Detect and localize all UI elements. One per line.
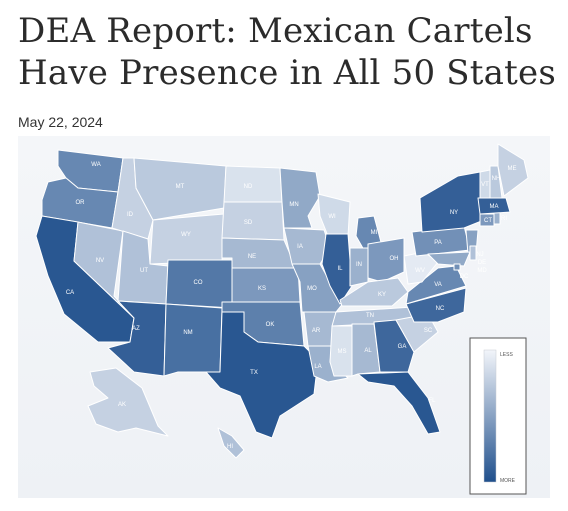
state-oh — [367, 237, 405, 283]
label-va: VA — [434, 282, 442, 288]
legend-bottom-label: MORE — [500, 478, 516, 484]
label-md: MD — [477, 268, 487, 274]
label-in: IN — [356, 262, 362, 268]
label-nh: NH — [492, 176, 501, 182]
headline-line-1: DEA Report: Mexican Cartels — [18, 11, 533, 51]
label-al: AL — [364, 348, 372, 354]
state-labels: WA OR CA NV ID MT WY UT AZ CO NM ND SD N… — [66, 162, 517, 450]
label-or: OR — [76, 200, 86, 206]
label-ut: UT — [140, 268, 148, 274]
state-mt — [133, 157, 227, 221]
label-id: ID — [127, 212, 134, 218]
label-wy: WY — [181, 232, 191, 238]
label-sc: SC — [424, 328, 433, 334]
label-ar: AR — [312, 328, 321, 334]
label-ms: MS — [338, 349, 347, 355]
state-nd — [223, 165, 283, 203]
label-co: CO — [194, 280, 203, 286]
state-dc — [453, 263, 461, 271]
label-ga: GA — [398, 344, 407, 350]
state-nc — [405, 287, 467, 323]
label-nd: ND — [244, 184, 253, 190]
label-fl: FL — [428, 398, 436, 404]
state-fl — [357, 371, 441, 435]
state-nm — [163, 303, 223, 377]
state-ak — [87, 367, 169, 437]
label-ks: KS — [258, 286, 266, 292]
state-ny — [419, 171, 485, 233]
label-tx: TX — [250, 370, 258, 376]
state-ga — [373, 319, 415, 373]
label-hi: HI — [227, 444, 233, 450]
label-wi: WI — [328, 214, 336, 220]
label-dc: DC — [460, 274, 469, 280]
label-wv: WV — [415, 268, 425, 274]
label-ak: AK — [118, 402, 126, 408]
label-ca: CA — [66, 290, 74, 296]
state-al — [351, 323, 381, 377]
label-ia: IA — [297, 244, 303, 250]
label-vt: VT — [481, 182, 489, 188]
label-mn: MN — [289, 202, 298, 208]
legend-top-label: LESS — [500, 352, 513, 358]
state-mn — [279, 167, 321, 229]
label-tn: TN — [366, 313, 374, 319]
label-mi: MI — [371, 230, 378, 236]
state-ks — [231, 267, 301, 303]
label-sd: SD — [244, 220, 253, 226]
legend-box — [469, 337, 527, 495]
state-md — [427, 251, 471, 267]
state-va — [405, 265, 467, 305]
label-pa: PA — [434, 240, 442, 246]
headline: DEA Report: Mexican Cartels Have Presenc… — [18, 10, 558, 94]
state-nh — [489, 165, 503, 199]
legend: LESS MORE — [469, 337, 527, 495]
label-ma: MA — [490, 204, 499, 210]
state-hi — [217, 427, 245, 459]
state-il — [321, 233, 353, 305]
us-map: WA OR CA NV ID MT WY UT AZ CO NM ND SD N… — [35, 143, 529, 495]
state-mo — [291, 263, 345, 313]
label-ok: OK — [266, 322, 275, 328]
state-de — [469, 245, 477, 261]
label-nc: NC — [436, 306, 445, 312]
state-sd — [221, 201, 285, 241]
label-wa: WA — [91, 162, 100, 168]
label-me: ME — [508, 166, 517, 172]
label-ct: CT — [484, 218, 492, 224]
state-tx — [205, 311, 319, 439]
label-mo: MO — [307, 286, 317, 292]
label-ny: NY — [450, 210, 458, 216]
publish-date: May 22, 2024 — [18, 114, 103, 130]
state-ct — [479, 213, 495, 227]
label-la: LA — [314, 364, 321, 370]
state-ms — [329, 325, 353, 377]
label-oh: OH — [390, 256, 399, 262]
state-me — [497, 143, 529, 197]
label-ky: KY — [378, 292, 386, 298]
label-ri: RI — [501, 216, 507, 222]
state-ri — [493, 211, 501, 225]
label-il: IL — [337, 266, 343, 272]
label-ne: NE — [248, 254, 256, 260]
label-az: AZ — [132, 326, 140, 332]
label-mt: MT — [176, 184, 185, 190]
map-frame: WA OR CA NV ID MT WY UT AZ CO NM ND SD N… — [18, 136, 550, 498]
state-wy — [149, 213, 225, 265]
legend-gradient-bar — [483, 349, 497, 483]
state-ne — [221, 237, 297, 269]
label-de: DE — [478, 260, 486, 266]
label-nm: NM — [183, 330, 192, 336]
label-nv: NV — [96, 258, 104, 264]
label-nj: NJ — [476, 252, 483, 258]
headline-line-2: Have Presence in All 50 States — [18, 53, 556, 93]
